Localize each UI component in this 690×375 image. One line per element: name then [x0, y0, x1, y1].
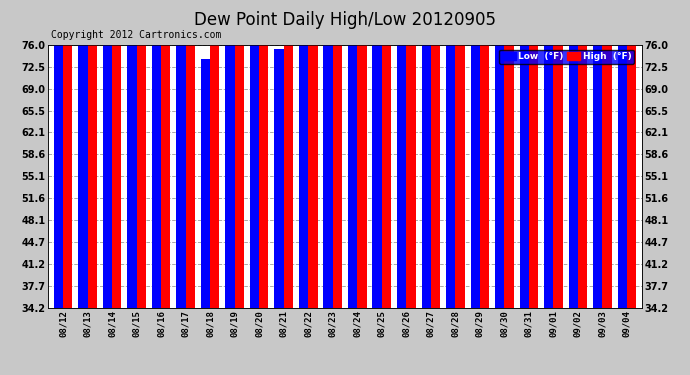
Bar: [618, 0, 627, 308]
Bar: [397, 0, 406, 308]
Text: Dew Point Daily High/Low 20120905: Dew Point Daily High/Low 20120905: [194, 11, 496, 29]
Bar: [504, 0, 513, 308]
Bar: [602, 0, 612, 308]
Bar: [471, 1, 480, 308]
Bar: [422, 0, 431, 308]
Bar: [382, 0, 391, 308]
Bar: [593, 0, 602, 308]
Bar: [520, 1, 529, 308]
Bar: [529, 0, 538, 308]
Bar: [201, 60, 210, 308]
Bar: [373, 0, 382, 308]
Bar: [161, 0, 170, 308]
Bar: [152, 0, 161, 308]
Bar: [275, 49, 284, 308]
Bar: [431, 0, 440, 308]
Bar: [137, 0, 146, 308]
Bar: [627, 0, 636, 308]
Bar: [210, 0, 219, 308]
Bar: [63, 0, 72, 308]
Bar: [495, 0, 504, 308]
Bar: [88, 0, 97, 308]
Bar: [446, 0, 455, 308]
Bar: [308, 0, 317, 308]
Bar: [333, 0, 342, 308]
Bar: [455, 0, 464, 308]
Bar: [78, 0, 88, 308]
Bar: [553, 0, 563, 308]
Bar: [54, 38, 63, 308]
Bar: [578, 0, 587, 308]
Bar: [348, 0, 357, 308]
Bar: [357, 0, 366, 308]
Bar: [127, 0, 137, 308]
Bar: [324, 0, 333, 308]
Bar: [103, 0, 112, 308]
Bar: [284, 0, 293, 308]
Bar: [112, 0, 121, 308]
Bar: [480, 0, 489, 308]
Bar: [235, 0, 244, 308]
Bar: [569, 0, 578, 308]
Bar: [544, 0, 553, 308]
Bar: [177, 0, 186, 308]
Bar: [299, 34, 308, 308]
Text: Copyright 2012 Cartronics.com: Copyright 2012 Cartronics.com: [51, 30, 221, 40]
Legend: Low  (°F), High  (°F): Low (°F), High (°F): [500, 50, 634, 64]
Bar: [226, 5, 235, 308]
Bar: [406, 0, 415, 308]
Bar: [186, 0, 195, 308]
Bar: [250, 3, 259, 308]
Bar: [259, 0, 268, 308]
